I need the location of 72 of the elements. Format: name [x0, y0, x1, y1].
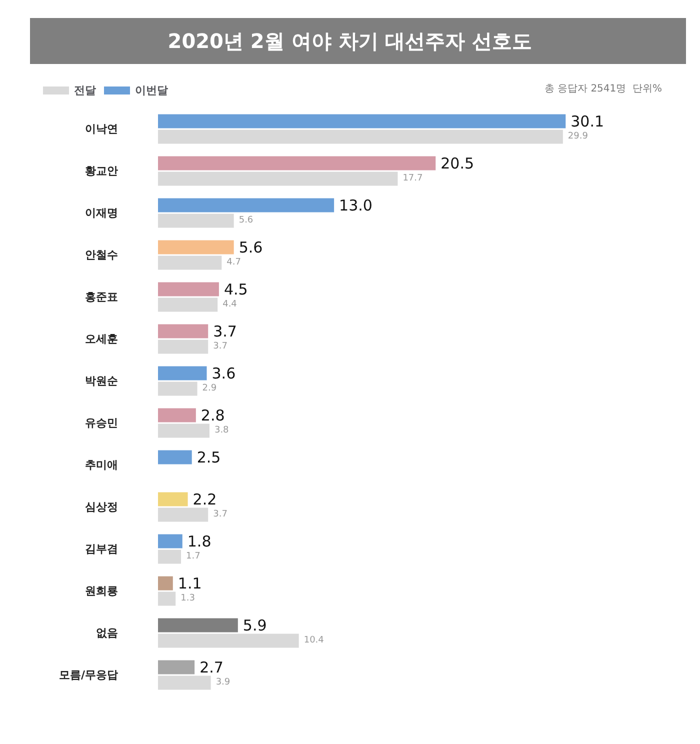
bar: [158, 618, 238, 632]
bar: [158, 240, 234, 254]
y-tick-label: 박원순: [85, 374, 118, 388]
data-label: 3.6: [212, 364, 236, 382]
bar: [158, 408, 196, 422]
data-label: 3.7: [213, 342, 228, 352]
bar: [158, 282, 219, 296]
data-label: 5.6: [238, 238, 263, 256]
bar: [158, 172, 398, 186]
data-label: 1.3: [180, 594, 195, 604]
bar: [158, 676, 211, 690]
data-label: 10.4: [304, 636, 324, 646]
data-label: 3.9: [216, 678, 230, 688]
bar: [158, 298, 218, 312]
bar: [158, 550, 182, 564]
data-label: 2.9: [202, 384, 217, 394]
legend-label: 이번달: [135, 84, 168, 97]
text: 총 응답자 2541명 단위%: [544, 84, 662, 94]
y-tick-label: 홍준표: [85, 290, 118, 304]
data-label: 3.7: [213, 322, 237, 340]
data-label: 4.4: [222, 300, 238, 310]
bar: [158, 492, 188, 506]
bar: [158, 634, 299, 648]
data-label: 3.7: [213, 510, 228, 520]
y-tick-label: 김부겸: [85, 542, 118, 556]
bar: [158, 534, 182, 548]
bar: [158, 256, 222, 270]
data-label: 2.5: [196, 448, 221, 466]
bar: [158, 576, 173, 590]
bar: [158, 508, 208, 522]
data-label: 5.6: [238, 216, 254, 226]
chart-title: 2020년 2월 여야 차기 대선주자 선호도: [168, 29, 532, 53]
bar: [158, 130, 563, 144]
bar: [158, 214, 234, 228]
bar: [158, 660, 195, 674]
data-label: 1.7: [186, 552, 200, 562]
data-label: 2.8: [200, 406, 225, 424]
data-label: 29.9: [568, 132, 588, 142]
data-label: 30.1: [570, 112, 604, 130]
bar: [158, 114, 566, 128]
y-tick-label: 이낙연: [85, 122, 118, 136]
data-label: 1.1: [178, 574, 202, 592]
bar: [158, 424, 210, 438]
bar: [158, 198, 334, 212]
bar: [158, 592, 176, 606]
y-tick-label: 원희룡: [85, 584, 118, 598]
y-tick-label: 황교안: [85, 164, 118, 178]
data-label: 13.0: [339, 196, 372, 214]
y-tick-label: 유승민: [85, 416, 118, 430]
data-label: 1.8: [187, 532, 212, 550]
data-label: 17.7: [402, 174, 423, 184]
y-tick-label: 없음: [96, 626, 118, 640]
y-tick-label: 모름/무응답: [58, 668, 118, 682]
data-label: 3.8: [214, 426, 230, 436]
legend-label: 전달: [74, 84, 96, 97]
bar: [158, 156, 436, 170]
bar: [158, 382, 198, 396]
y-tick-label: 심상정: [85, 500, 118, 514]
data-label: 2.2: [192, 490, 217, 508]
y-tick-label: 오세훈: [85, 332, 118, 346]
data-label: 5.9: [242, 616, 267, 634]
y-tick-label: 이재명: [85, 206, 118, 220]
data-label: 4.5: [224, 280, 248, 298]
data-label: 20.5: [440, 154, 474, 172]
bar: [158, 324, 208, 338]
data-label: 2.7: [200, 658, 224, 676]
data-label: 4.7: [226, 258, 241, 268]
y-tick-label: 추미애: [85, 458, 118, 472]
bar: [158, 366, 207, 380]
y-tick-label: 안철수: [85, 248, 118, 262]
bar: [158, 450, 192, 464]
bar: [158, 340, 208, 354]
